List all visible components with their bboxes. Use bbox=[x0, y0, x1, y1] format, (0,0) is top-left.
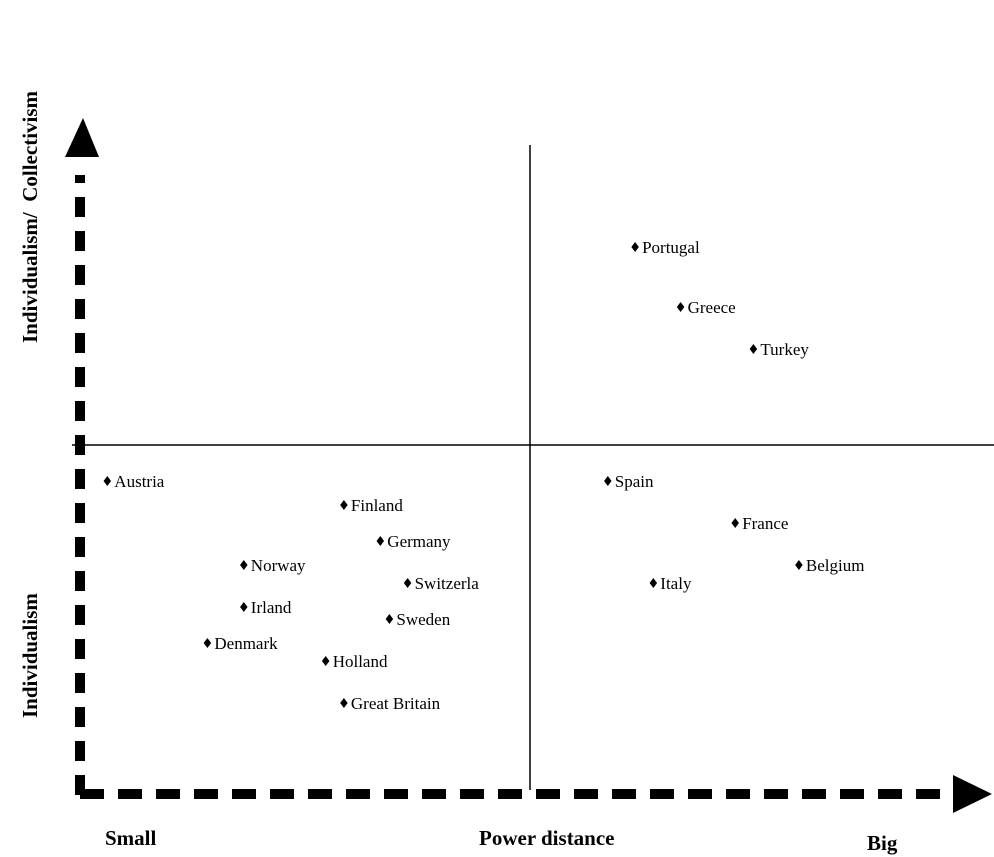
diamond-marker-icon bbox=[240, 602, 248, 612]
point-label: Great Britain bbox=[351, 694, 441, 713]
x-axis-title: Power distance bbox=[479, 826, 615, 850]
point-label: Turkey bbox=[760, 340, 809, 359]
diamond-marker-icon bbox=[649, 578, 658, 588]
data-point: Turkey bbox=[749, 340, 809, 359]
data-point: Portugal bbox=[631, 238, 700, 257]
data-points: Portugal Greece Turkey Austria Finland German… bbox=[103, 238, 864, 713]
data-point: Germany bbox=[376, 532, 451, 551]
point-label: Switzerla bbox=[415, 574, 480, 593]
point-label: Spain bbox=[615, 472, 654, 491]
point-label: Finland bbox=[351, 496, 403, 515]
data-point: Spain bbox=[604, 472, 654, 491]
data-point: Austria bbox=[103, 472, 165, 491]
point-label: Italy bbox=[660, 574, 692, 593]
y-axis-low-label: Individualism bbox=[18, 593, 42, 718]
diamond-marker-icon bbox=[631, 242, 639, 252]
diamond-marker-icon bbox=[604, 476, 612, 486]
point-label: Greece bbox=[688, 298, 736, 317]
data-point: Denmark bbox=[203, 634, 278, 653]
point-label: Portugal bbox=[642, 238, 700, 257]
data-point: France bbox=[731, 514, 788, 533]
point-label: Norway bbox=[251, 556, 306, 575]
data-point: Norway bbox=[240, 556, 306, 575]
y-axis-high-label: Individualism/ Collectivism bbox=[18, 90, 42, 343]
x-axis-arrowhead bbox=[953, 775, 992, 813]
diamond-marker-icon bbox=[340, 698, 348, 708]
x-axis-low-label: Small bbox=[105, 826, 157, 850]
point-label: Holland bbox=[333, 652, 388, 671]
point-label: Belgium bbox=[806, 556, 865, 575]
data-point: Switzerla bbox=[403, 574, 480, 593]
diamond-marker-icon bbox=[321, 656, 330, 666]
data-point: Sweden bbox=[385, 610, 451, 629]
diamond-marker-icon bbox=[203, 638, 212, 648]
point-label: Sweden bbox=[396, 610, 450, 629]
data-point: Finland bbox=[340, 496, 403, 515]
diamond-marker-icon bbox=[385, 614, 394, 624]
diamond-marker-icon bbox=[731, 518, 739, 528]
data-point: Greece bbox=[676, 298, 736, 317]
point-label: Austria bbox=[114, 472, 165, 491]
diamond-marker-icon bbox=[376, 536, 385, 546]
point-label: Denmark bbox=[214, 634, 278, 653]
data-point: Holland bbox=[321, 652, 388, 671]
diamond-marker-icon bbox=[795, 560, 803, 570]
data-point: Great Britain bbox=[340, 694, 441, 713]
diamond-marker-icon bbox=[340, 500, 348, 510]
diamond-marker-icon bbox=[403, 578, 412, 588]
point-label: Irland bbox=[251, 598, 292, 617]
diamond-marker-icon bbox=[240, 560, 248, 570]
x-axis-high-label: Big bbox=[867, 831, 898, 855]
diamond-marker-icon bbox=[749, 344, 758, 354]
point-label: Germany bbox=[387, 532, 451, 551]
y-axis-arrowhead bbox=[65, 118, 99, 157]
data-point: Irland bbox=[240, 598, 292, 617]
data-point: Italy bbox=[649, 574, 692, 593]
point-label: France bbox=[742, 514, 788, 533]
diamond-marker-icon bbox=[676, 302, 685, 312]
diamond-marker-icon bbox=[103, 476, 112, 486]
data-point: Belgium bbox=[795, 556, 864, 575]
